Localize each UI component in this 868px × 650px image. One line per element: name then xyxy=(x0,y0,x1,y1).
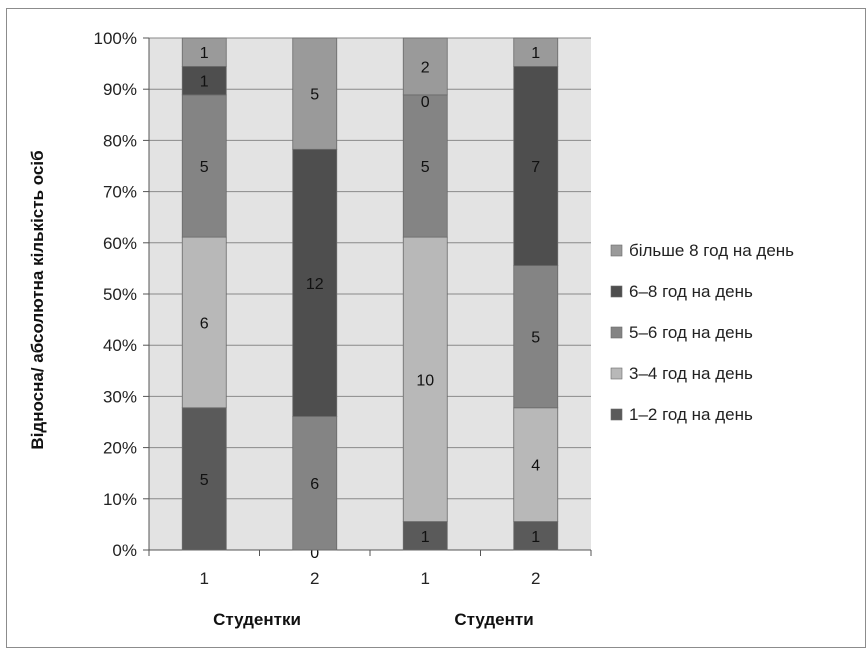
y-tick-label: 40% xyxy=(103,336,137,355)
bar-segment xyxy=(181,407,227,551)
legend-label: більше 8 год на день xyxy=(629,241,794,260)
data-label: 2 xyxy=(421,59,430,76)
bar-segment xyxy=(292,416,338,551)
bar-segment xyxy=(402,37,448,96)
bar-segment xyxy=(513,265,559,409)
x-tick-label: 1 xyxy=(200,569,209,588)
bar-segment xyxy=(513,521,559,551)
data-label: 5 xyxy=(200,159,209,176)
data-label: 1 xyxy=(421,529,430,546)
y-tick-label: 60% xyxy=(103,234,137,253)
legend-swatch xyxy=(610,285,623,298)
bar-segment xyxy=(513,37,559,67)
y-tick-label: 0% xyxy=(112,541,137,560)
bar-segment xyxy=(402,521,448,551)
data-label: 6 xyxy=(200,315,209,332)
bar-segment xyxy=(181,37,227,67)
y-tick-label: 80% xyxy=(103,131,137,150)
data-label: 1 xyxy=(531,529,540,546)
data-label: 7 xyxy=(531,159,540,176)
group-label-0: Студентки xyxy=(213,610,301,629)
legend-label: 3–4 год на день xyxy=(629,364,753,383)
legend-swatch xyxy=(610,367,623,380)
bar-segment xyxy=(292,148,338,417)
legend-label: 1–2 год на день xyxy=(629,405,753,424)
y-tick-label: 20% xyxy=(103,439,137,458)
bar-segment xyxy=(181,94,227,238)
x-tick-label: 1 xyxy=(421,569,430,588)
bar-segment xyxy=(402,94,448,238)
y-axis-title: Відносна/ абсолютна кількість осіб xyxy=(28,150,47,449)
data-label: 5 xyxy=(531,330,540,347)
legend-label: 6–8 год на день xyxy=(629,282,753,301)
y-tick-label: 10% xyxy=(103,490,137,509)
x-tick-label: 2 xyxy=(531,569,540,588)
legend-swatch xyxy=(610,326,623,339)
data-label: 5 xyxy=(310,87,319,104)
data-label: 1 xyxy=(200,74,209,91)
x-tick-label: 2 xyxy=(310,569,319,588)
data-label: 12 xyxy=(306,276,324,293)
data-label: 5 xyxy=(200,472,209,489)
bar-segment xyxy=(402,236,448,522)
bar-segment xyxy=(292,37,338,150)
bar-segment xyxy=(513,66,559,266)
bar-segment xyxy=(181,236,227,409)
legend-label: 5–6 год на день xyxy=(629,323,753,342)
data-label: 1 xyxy=(200,45,209,62)
legend-swatch xyxy=(610,408,623,421)
group-label-1: Студенти xyxy=(454,610,533,629)
data-label: 1 xyxy=(531,45,540,62)
y-tick-label: 100% xyxy=(94,29,137,48)
data-label: 6 xyxy=(310,476,319,493)
data-label: 0 xyxy=(421,94,430,111)
data-label: 0 xyxy=(310,545,319,562)
data-label: 4 xyxy=(531,458,540,475)
y-tick-label: 50% xyxy=(103,285,137,304)
bar-segment xyxy=(513,407,559,522)
data-label: 5 xyxy=(421,159,430,176)
y-tick-label: 30% xyxy=(103,387,137,406)
y-tick-label: 70% xyxy=(103,183,137,202)
data-label: 10 xyxy=(416,372,434,389)
y-tick-label: 90% xyxy=(103,80,137,99)
legend-swatch xyxy=(610,244,623,257)
